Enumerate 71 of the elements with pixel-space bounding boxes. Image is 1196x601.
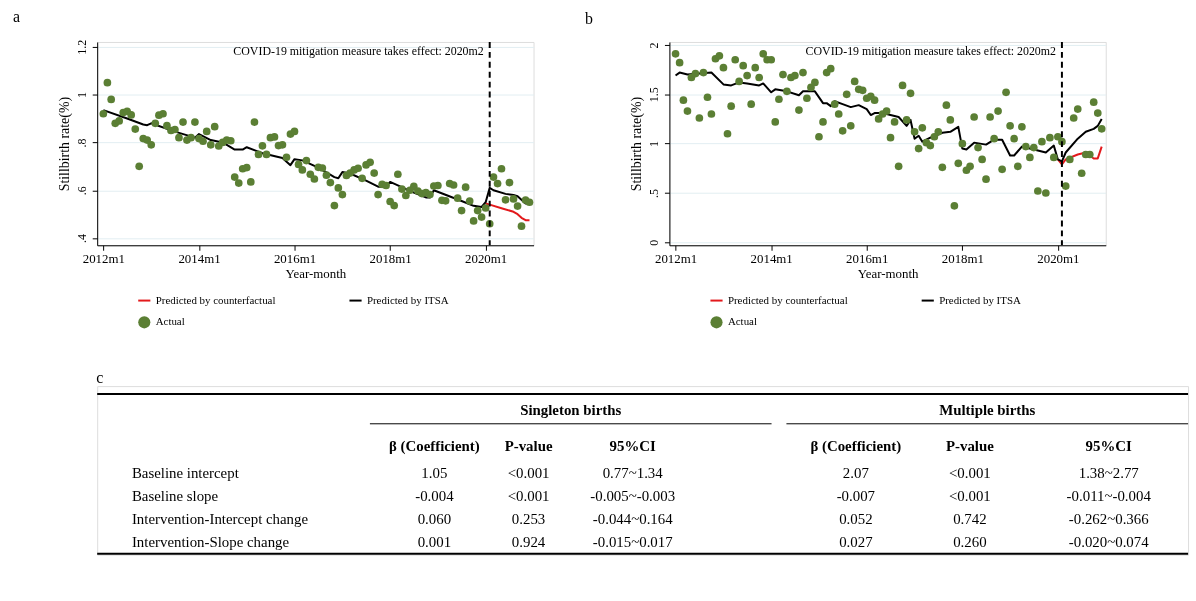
text: -0.007	[836, 488, 876, 505]
text: Baseline slope	[131, 488, 219, 505]
text: P-value	[504, 437, 553, 454]
text: -0.044~0.164	[592, 510, 674, 527]
legend-label: Predicted by counterfactual	[727, 293, 848, 306]
text: Multiple births	[939, 401, 1036, 418]
y-tick-label: .5	[647, 188, 661, 198]
text: 0.052	[839, 510, 873, 527]
text: 0.253	[511, 510, 546, 527]
x-tick-label: 2018m1	[369, 251, 412, 266]
x-tick-label: 2020m1	[1037, 251, 1080, 266]
text: 0.060	[417, 510, 452, 527]
x-tick-label: 2018m1	[941, 251, 984, 266]
text: Singleton births	[520, 401, 622, 418]
x-tick-label: 2016m1	[273, 251, 317, 266]
x-tick-label: 2014m1	[178, 251, 221, 266]
x-tick-label: 2020m1	[465, 251, 508, 266]
text: <0.001	[948, 488, 991, 505]
text: β (Coefficient)	[810, 437, 902, 455]
text: 0.742	[953, 510, 987, 527]
y-tick-label: 1	[647, 141, 661, 148]
y-tick-label: 0	[647, 239, 661, 246]
x-tick-label: 2012m1	[654, 251, 698, 266]
x-axis-title: Year-month	[285, 266, 347, 281]
ref-line-label: COVID-19 mitigation measure takes effect: 2020m2	[233, 43, 484, 58]
text: 0.027	[839, 533, 873, 550]
chart-title: b	[585, 10, 594, 28]
x-tick-label: 2016m1	[846, 251, 889, 266]
text: <0.001	[507, 488, 550, 505]
text: <0.001	[507, 465, 550, 482]
legend-label: Predicted by counterfactual	[155, 293, 276, 306]
text: 0.260	[953, 533, 987, 550]
text: 1.05	[421, 465, 448, 482]
text: <0.001	[948, 465, 991, 482]
legend-label: Predicted by ITSA	[366, 293, 449, 306]
text: -0.005~-0.003	[590, 488, 676, 505]
text: 0.924	[511, 533, 546, 550]
legend-label: Actual	[727, 315, 757, 328]
text: Intervention-Slope change	[131, 533, 290, 550]
legend-label: Predicted by ITSA	[939, 293, 1021, 306]
x-tick-label: 2014m1	[750, 251, 793, 266]
legend-label: Actual	[155, 315, 185, 328]
text: -0.004	[415, 488, 455, 505]
y-tick-label: 2	[647, 42, 661, 49]
y-tick-label: 1	[74, 92, 89, 99]
y-tick-label: 1.2	[74, 39, 89, 55]
x-tick-label: 2012m1	[82, 251, 125, 266]
text: Intervention-Intercept change	[131, 510, 309, 527]
x-axis-title: Year-month	[857, 266, 919, 281]
text: 1.38~2.77	[1078, 465, 1139, 482]
text: -0.011~-0.004	[1066, 488, 1152, 505]
y-tick-label: .8	[74, 138, 89, 148]
text: 2.07	[842, 465, 869, 482]
y-axis-title: Stillbirth rate(%)	[629, 96, 646, 192]
y-tick-label: .4	[74, 234, 89, 244]
text: c	[96, 369, 104, 387]
text: 95%CI	[609, 437, 657, 454]
text: -0.262~0.366	[1068, 510, 1149, 527]
y-tick-label: .6	[74, 186, 89, 196]
text: 0.001	[417, 533, 452, 550]
text: β (Coefficient)	[388, 437, 480, 455]
text: -0.015~0.017	[592, 533, 673, 550]
text: -0.020~0.074	[1068, 533, 1150, 550]
y-axis-title: Stillbirth rate(%)	[56, 96, 73, 192]
text: P-value	[945, 437, 995, 454]
text: 0.77~1.34	[602, 465, 664, 482]
chart-title: a	[12, 8, 20, 26]
text: Baseline intercept	[131, 465, 240, 482]
ref-line-label: COVID-19 mitigation measure takes effect: 2020m2	[805, 43, 1057, 58]
text: 95%CI	[1085, 437, 1133, 454]
y-tick-label: 1.5	[647, 87, 661, 103]
